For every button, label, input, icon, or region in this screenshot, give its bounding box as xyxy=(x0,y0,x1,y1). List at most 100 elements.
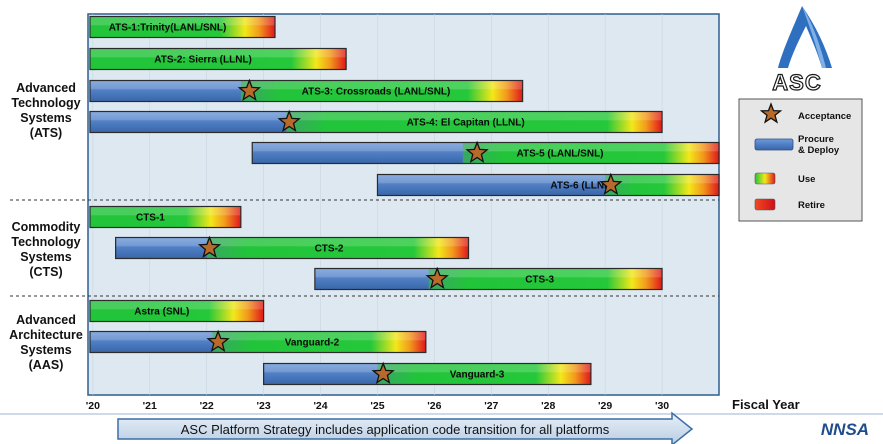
bar-label: ATS-5 (LANL/SNL) xyxy=(516,149,603,160)
procure-deploy-segment xyxy=(90,331,214,353)
svg-text:Acceptance: Acceptance xyxy=(798,111,851,122)
timeline-bar: ATS-2: Sierra (LLNL) xyxy=(89,47,347,71)
procure-deploy-segment xyxy=(377,174,607,196)
axis-tick-label: '20 xyxy=(86,400,100,412)
use-segment xyxy=(240,80,523,102)
bar-label: CTS-3 xyxy=(525,275,554,286)
bar-outline xyxy=(89,110,663,134)
asc-logo-text: ASC xyxy=(772,70,821,95)
bar-label: ATS-4: El Capitan (LLNL) xyxy=(407,118,525,129)
acceptance-star-icon xyxy=(237,78,262,101)
legend-retire: Retire xyxy=(754,198,825,211)
bar-outline xyxy=(89,47,347,71)
group-label-ats: Advanced Technology Systems (ATS) xyxy=(11,81,81,140)
use-segment xyxy=(377,363,591,385)
legend: Acceptance Procure & Deploy Use Retire xyxy=(738,98,863,222)
nnsa-logo-text: NNSA xyxy=(821,420,869,439)
legend-acceptance: Acceptance xyxy=(759,102,851,124)
use-segment xyxy=(90,300,264,322)
strategy-banner: ASC Platform Strategy includes applicati… xyxy=(117,411,694,444)
acceptance-star-icon xyxy=(425,266,449,289)
bar-label: ATS-6 (LLNL) xyxy=(550,181,613,192)
acceptance-star-icon xyxy=(599,172,623,195)
svg-text:Retire: Retire xyxy=(798,200,825,211)
acceptance-star-icon xyxy=(465,140,489,163)
use-segment xyxy=(428,268,663,290)
bar-label: ATS-1:Trinity(LANL/SNL) xyxy=(109,23,227,34)
timeline-bar: Astra (SNL) xyxy=(89,299,265,323)
axis-tick-label: '22 xyxy=(200,400,214,412)
axis-tick-label: '26 xyxy=(427,400,441,412)
bar-outline xyxy=(89,205,242,229)
axis-tick-label: '28 xyxy=(541,400,555,412)
procure-deploy-segment xyxy=(115,237,208,259)
bar-label: ATS-3: Crossroads (LANL/SNL) xyxy=(302,87,451,98)
procure-deploy-segment xyxy=(90,80,242,102)
bar-label: CTS-2 xyxy=(315,244,344,255)
use-segment xyxy=(90,206,241,228)
timeline-bar: CTS-2 xyxy=(115,235,470,260)
timeline-bar: Vanguard-2 xyxy=(89,329,427,354)
axis-tick-label: '23 xyxy=(257,400,271,412)
banner-text: ASC Platform Strategy includes applicati… xyxy=(181,422,610,437)
timeline-bar: CTS-1 xyxy=(89,205,242,229)
axis-tick-label: '25 xyxy=(370,400,384,412)
bar-outline xyxy=(89,15,276,39)
procure-deploy-segment xyxy=(314,268,430,290)
bar-label: Vanguard-2 xyxy=(285,338,340,349)
bar-outline xyxy=(263,362,592,386)
bar-outline xyxy=(314,267,663,291)
axis-tick-label: '27 xyxy=(484,400,498,412)
fiscal-year-axis: '20 '21 '22 '23 '24 '25 '26 '27 '28 '29 '30 xyxy=(86,400,670,412)
axis-label: Fiscal Year xyxy=(732,397,800,412)
use-segment xyxy=(212,331,426,353)
timeline-bar: ATS-6 (LLNL) xyxy=(376,172,720,197)
use-segment xyxy=(462,142,719,164)
asc-logo: ASC xyxy=(772,6,832,96)
bar-outline xyxy=(89,330,427,354)
timeline-bar: ATS-5 (LANL/SNL) xyxy=(251,140,720,165)
bar-outline xyxy=(376,173,720,197)
use-segment xyxy=(90,16,275,38)
procure-deploy-segment xyxy=(263,363,379,385)
use-segment xyxy=(90,48,347,70)
bar-label: Vanguard-3 xyxy=(450,370,505,381)
axis-tick-label: '30 xyxy=(655,400,669,412)
svg-text:Use: Use xyxy=(798,174,815,185)
legend-use: Use xyxy=(754,172,815,185)
timeline-bar: ATS-3: Crossroads (LANL/SNL) xyxy=(89,78,524,103)
bar-outline xyxy=(89,79,524,103)
timeline-bar: ATS-1:Trinity(LANL/SNL) xyxy=(89,15,276,39)
acceptance-star-icon xyxy=(206,329,230,352)
axis-tick-label: '21 xyxy=(143,400,157,412)
acceptance-star-icon xyxy=(371,361,395,384)
bar-outline xyxy=(89,299,265,323)
legend-procure: Procure & Deploy xyxy=(754,134,840,156)
timeline-bar: ATS-4: El Capitan (LLNL) xyxy=(89,109,663,134)
procure-deploy-segment xyxy=(252,142,464,164)
axis-tick-label: '29 xyxy=(598,400,612,412)
acceptance-star-icon xyxy=(197,235,222,258)
group-label-aas: Advanced Architecture Systems (AAS) xyxy=(9,313,83,372)
timeline-bars: ATS-1:Trinity(LANL/SNL) ATS-2: Sierra (LL… xyxy=(89,15,720,386)
bar-label: Astra (SNL) xyxy=(134,307,189,318)
nnsa-logo: NNSA xyxy=(821,420,869,439)
acceptance-star-icon xyxy=(277,109,301,132)
bar-outline xyxy=(251,141,720,165)
timeline-bar: Vanguard-3 xyxy=(263,361,592,386)
use-segment xyxy=(206,237,469,259)
procure-deploy-segment xyxy=(90,111,288,133)
axis-tick-label: '24 xyxy=(313,400,327,412)
bar-label: ATS-2: Sierra (LLNL) xyxy=(154,55,252,66)
asc-logo-swoosh xyxy=(778,6,832,68)
bar-label: CTS-1 xyxy=(136,213,165,224)
banner-arrow xyxy=(117,411,694,444)
svg-text:Procure& Deploy: Procure & Deploy xyxy=(798,134,840,156)
use-segment xyxy=(605,174,719,196)
group-label-cts: Commodity Technology Systems (CTS) xyxy=(11,220,81,279)
timeline-bar: CTS-3 xyxy=(314,266,663,291)
star-icon xyxy=(759,102,783,124)
bar-outline xyxy=(115,236,470,260)
use-segment xyxy=(286,111,663,133)
